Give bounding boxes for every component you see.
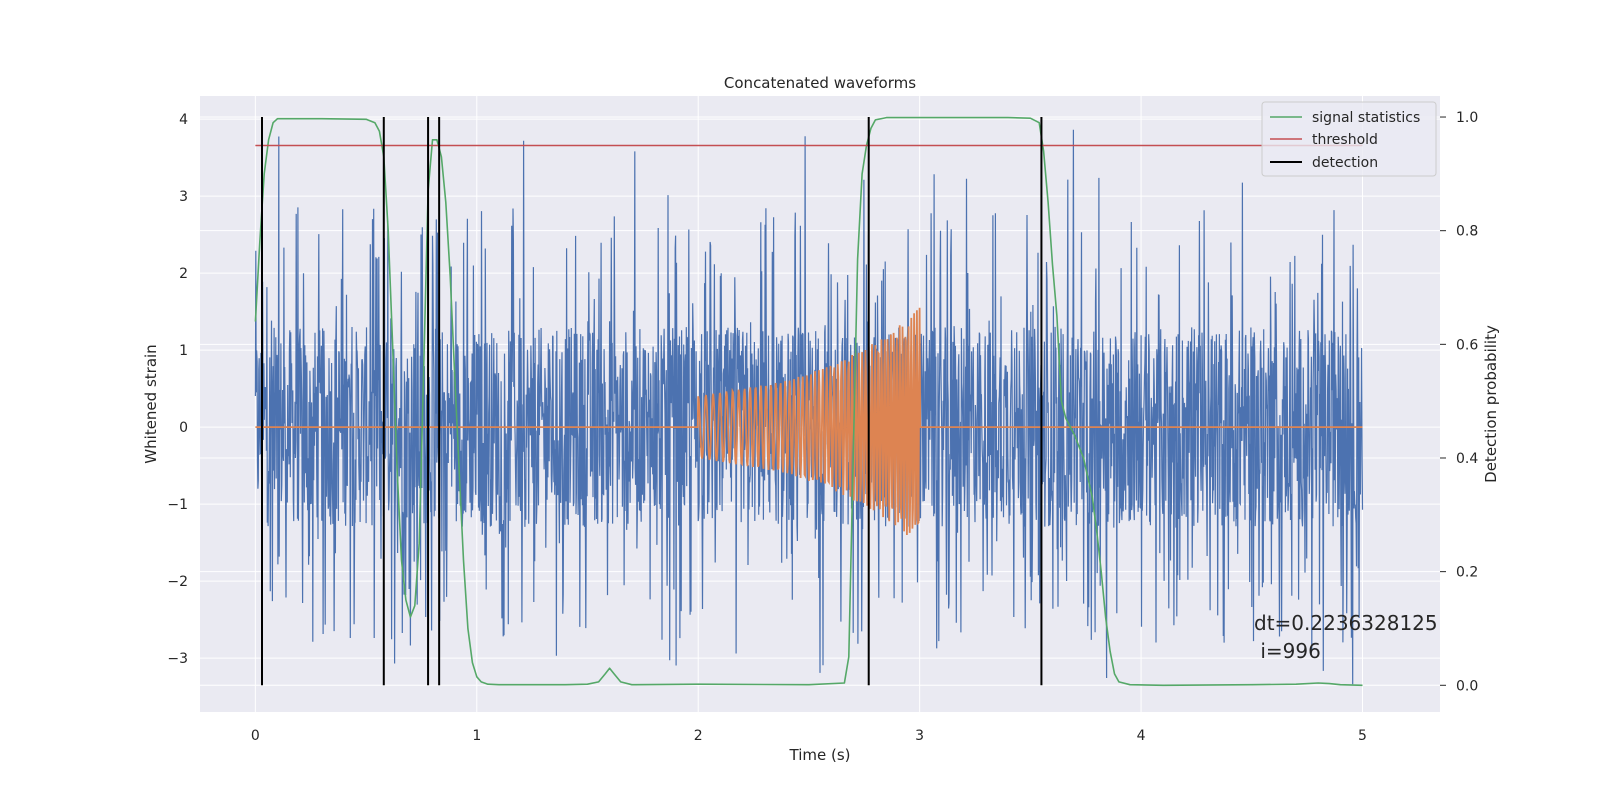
signal-statistics-line (254, 116, 1363, 687)
y2-axis-ticks: 0.0 0.2 0.4 0.6 0.8 1.0 (1440, 110, 1478, 694)
y-tick-label: 2 (179, 266, 188, 282)
y-axis-label: Whitened strain (142, 344, 160, 463)
annotation-index: i=996 (1254, 639, 1321, 663)
x-tick-label: 2 (694, 728, 703, 744)
legend-label-detection: detection (1312, 155, 1378, 171)
y-axis-ticks: −3 −2 −1 0 1 2 3 4 (167, 112, 188, 667)
y2-tick-label: 0.4 (1456, 451, 1478, 467)
y2-axis-label: Detection probability (1482, 325, 1500, 483)
y2-tick-label: 1.0 (1456, 110, 1478, 126)
y-tick-label: 4 (179, 112, 188, 128)
y2-tick-label: 0.2 (1456, 565, 1478, 581)
x-tick-label: 5 (1358, 728, 1367, 744)
chart-title: Concatenated waveforms (724, 74, 916, 92)
x-axis-ticks: 0 1 2 3 4 5 (251, 728, 1367, 744)
y2-tick-label: 0.8 (1456, 224, 1478, 240)
legend-box (1261, 101, 1437, 177)
legend-label-signal-statistics: signal statistics (1312, 110, 1420, 126)
signal-statistics-series (254, 116, 1363, 687)
y-tick-label: 3 (179, 189, 188, 205)
legend: signal statistics threshold detection (1261, 101, 1437, 177)
y-tick-label: 0 (179, 420, 188, 436)
y2-tick-label: 0.6 (1456, 337, 1478, 353)
x-tick-label: 0 (251, 728, 260, 744)
x-tick-label: 4 (1137, 728, 1146, 744)
y-tick-label: −2 (167, 574, 188, 590)
annotation-dt: dt=0.2236328125 (1254, 611, 1438, 635)
y-tick-label: 1 (179, 343, 188, 359)
y2-tick-label: 0.0 (1456, 678, 1478, 694)
y-tick-label: −1 (167, 497, 188, 513)
legend-label-threshold: threshold (1312, 132, 1378, 148)
x-axis-label: Time (s) (789, 746, 851, 764)
detection-series (261, 117, 1043, 686)
x-tick-label: 3 (915, 728, 924, 744)
y-tick-label: −3 (167, 651, 188, 667)
x-tick-label: 1 (472, 728, 481, 744)
